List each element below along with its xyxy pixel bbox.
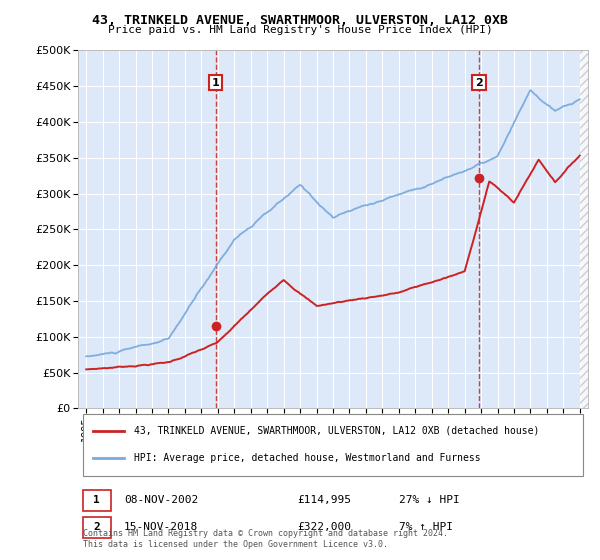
Text: £114,995: £114,995	[297, 496, 351, 505]
FancyBboxPatch shape	[83, 414, 583, 476]
Text: £322,000: £322,000	[297, 522, 351, 532]
Text: 43, TRINKELD AVENUE, SWARTHMOOR, ULVERSTON, LA12 0XB (detached house): 43, TRINKELD AVENUE, SWARTHMOOR, ULVERST…	[134, 426, 539, 436]
Text: 15-NOV-2018: 15-NOV-2018	[124, 522, 198, 532]
Text: Price paid vs. HM Land Registry's House Price Index (HPI): Price paid vs. HM Land Registry's House …	[107, 25, 493, 35]
Text: 7% ↑ HPI: 7% ↑ HPI	[400, 522, 454, 532]
Text: 1: 1	[94, 496, 100, 505]
Text: 27% ↓ HPI: 27% ↓ HPI	[400, 496, 460, 505]
Text: 08-NOV-2002: 08-NOV-2002	[124, 496, 198, 505]
FancyBboxPatch shape	[83, 490, 111, 511]
Text: 2: 2	[475, 78, 483, 87]
Text: 2: 2	[94, 522, 100, 532]
Text: Contains HM Land Registry data © Crown copyright and database right 2024.
This d: Contains HM Land Registry data © Crown c…	[83, 529, 448, 549]
Text: 1: 1	[212, 78, 220, 87]
Text: HPI: Average price, detached house, Westmorland and Furness: HPI: Average price, detached house, West…	[134, 452, 481, 463]
Bar	[580, 50, 588, 408]
FancyBboxPatch shape	[83, 516, 111, 538]
Text: 43, TRINKELD AVENUE, SWARTHMOOR, ULVERSTON, LA12 0XB: 43, TRINKELD AVENUE, SWARTHMOOR, ULVERST…	[92, 14, 508, 27]
